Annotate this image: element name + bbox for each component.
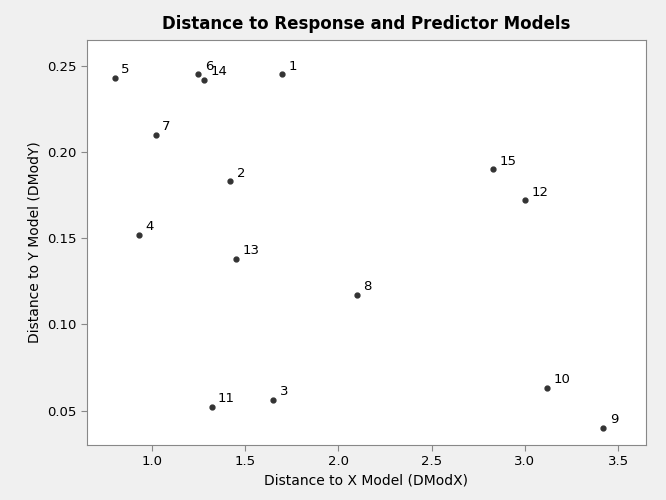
- Text: 11: 11: [218, 392, 235, 406]
- Text: 8: 8: [364, 280, 372, 293]
- Text: 6: 6: [205, 60, 213, 72]
- Text: 5: 5: [121, 63, 130, 76]
- Text: 12: 12: [531, 186, 548, 198]
- Text: 4: 4: [145, 220, 154, 233]
- Y-axis label: Distance to Y Model (DModY): Distance to Y Model (DModY): [28, 142, 42, 344]
- Text: 3: 3: [280, 386, 288, 398]
- Text: 1: 1: [289, 60, 298, 72]
- Text: 15: 15: [500, 154, 517, 168]
- Text: 14: 14: [210, 65, 228, 78]
- Text: 2: 2: [236, 166, 245, 179]
- Title: Distance to Response and Predictor Models: Distance to Response and Predictor Model…: [162, 15, 571, 33]
- Text: 7: 7: [162, 120, 170, 133]
- Text: 13: 13: [242, 244, 259, 257]
- Text: 10: 10: [553, 374, 571, 386]
- Text: 9: 9: [609, 413, 618, 426]
- X-axis label: Distance to X Model (DModX): Distance to X Model (DModX): [264, 474, 468, 488]
